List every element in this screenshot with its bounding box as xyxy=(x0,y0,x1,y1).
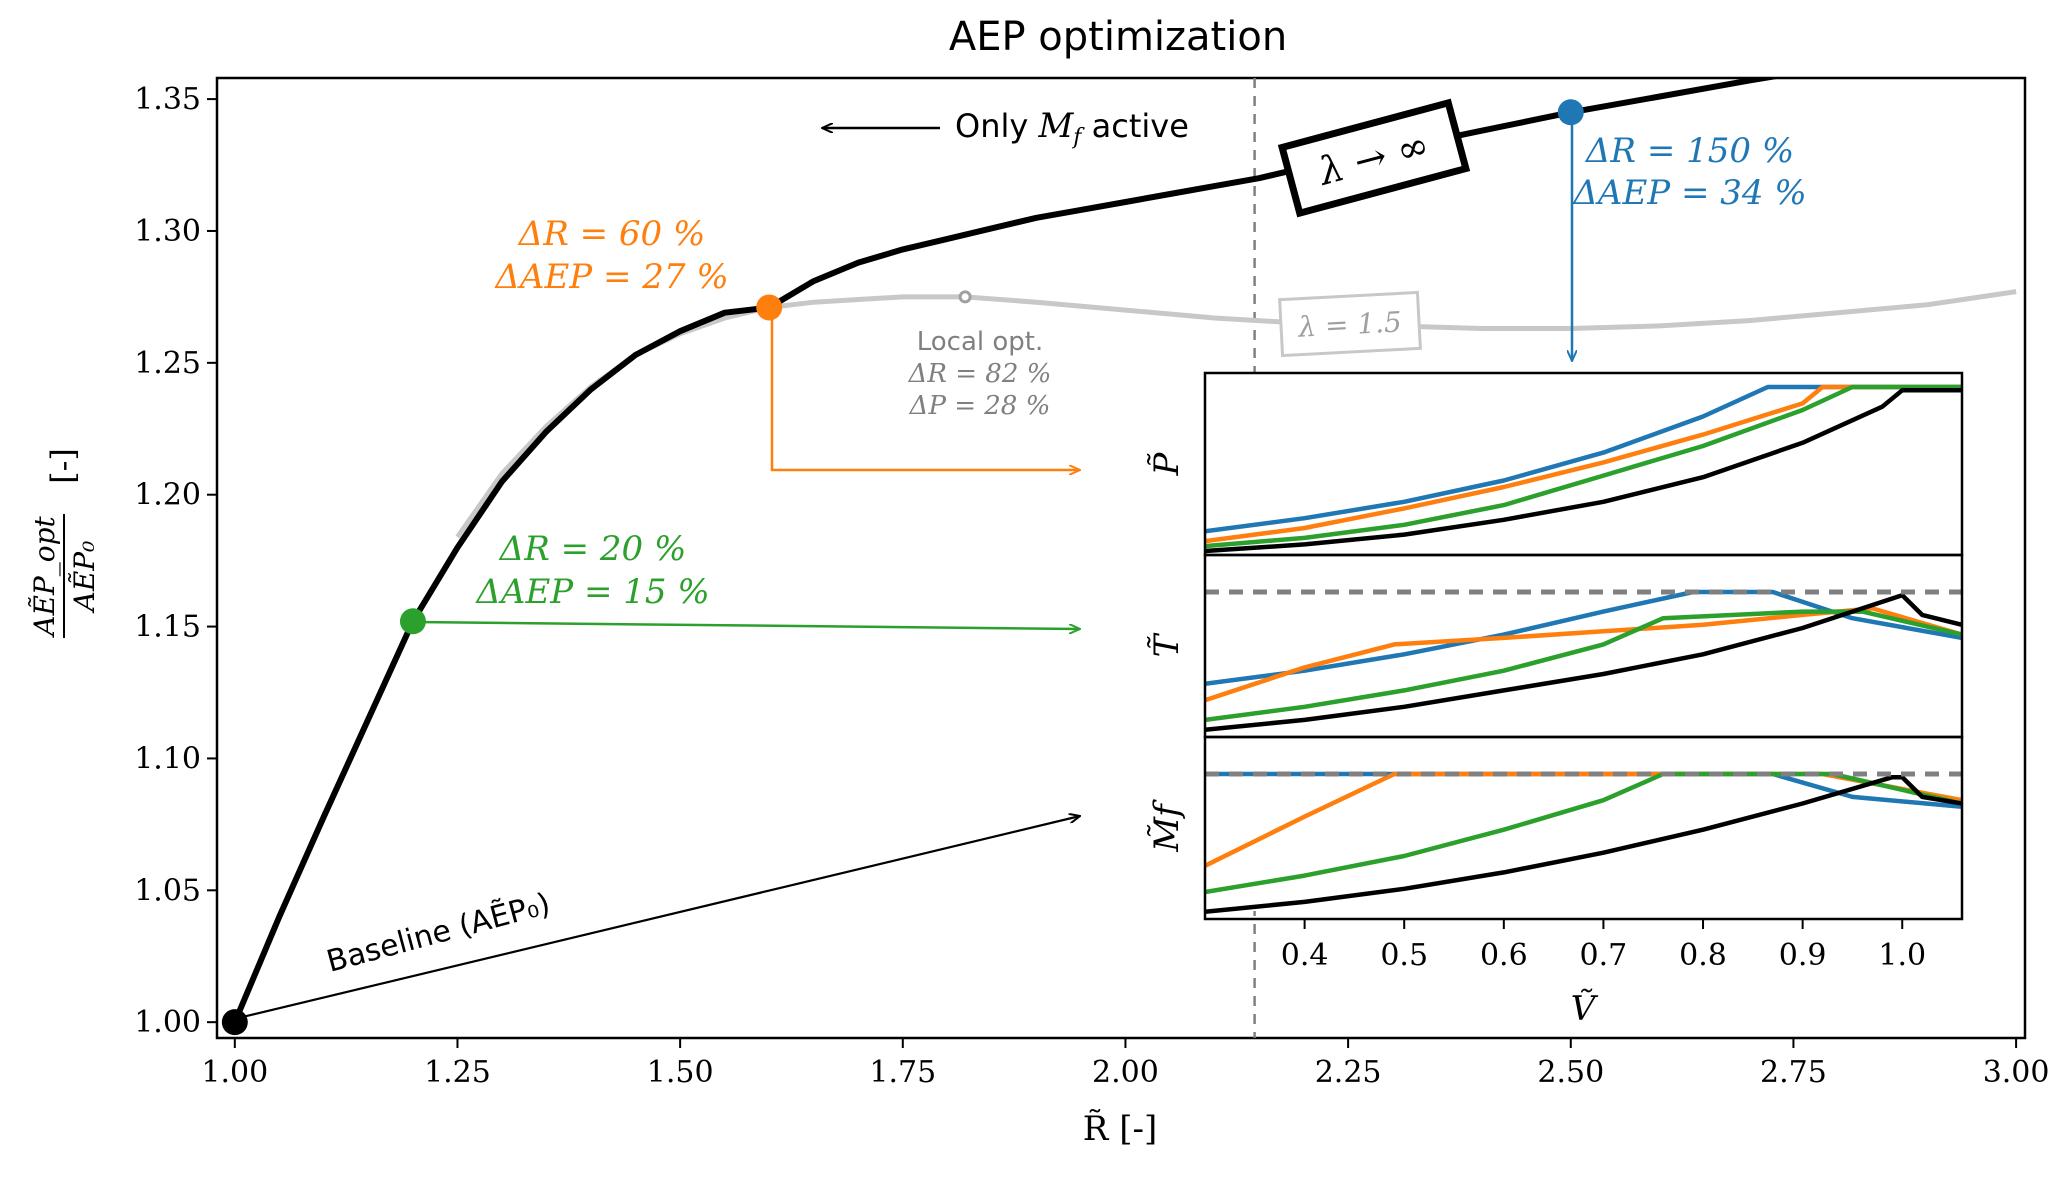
marker-dR60 xyxy=(756,294,783,321)
inset-panel-0-series-3 xyxy=(1205,388,1962,554)
lambda-inf-label: λ → ∞ xyxy=(1277,98,1471,218)
x-tick-label: 1.75 xyxy=(869,1055,936,1090)
y-axis-label-unit: [-] xyxy=(44,448,82,484)
marker-baseline xyxy=(221,1009,248,1036)
y-tick-label: 1.20 xyxy=(134,478,201,513)
inset-panel-0-series-2 xyxy=(1205,384,1962,549)
x-tick-label: 2.00 xyxy=(1092,1055,1159,1090)
inset-group: P̃ T̃ M̃f 0.4 0.5 0.6 0.7 0.8 0.9 1.0 Ṽ xyxy=(1147,371,1964,1029)
inset-x-tick-label: 0.4 xyxy=(1281,938,1329,973)
dR60-line-2: ΔAEP = 27 % xyxy=(493,257,728,297)
main-axes-frame xyxy=(215,76,2027,1040)
x-tick-label: 2.25 xyxy=(1315,1055,1382,1090)
inset-panel-2-frame xyxy=(1203,735,1964,921)
lambda-15-label: λ = 1.5 xyxy=(1278,290,1422,358)
inset-panel-1-series-2 xyxy=(1205,609,1962,723)
y-tick-label: 1.25 xyxy=(134,346,201,381)
y-tick-label: 1.30 xyxy=(134,214,201,249)
x-tick-label: 2.75 xyxy=(1760,1055,1827,1090)
dR20-line-1: ΔR = 20 % xyxy=(498,529,687,569)
only-mf-label: Only Mf active xyxy=(955,106,1189,150)
dR60-line-1: ΔR = 60 % xyxy=(517,214,706,254)
inset-content: P̃ T̃ M̃f 0.4 0.5 0.6 0.7 0.8 0.9 1.0 xyxy=(1147,371,1964,973)
dR150-line-1: ΔR = 150 % xyxy=(1584,131,1794,171)
dR60-arrow xyxy=(770,311,1080,470)
inset-panel-2-ylabel: M̃f xyxy=(1147,799,1187,853)
y-axis-label: AẼP_opt AẼP₀ [-] xyxy=(28,448,101,639)
inset-panel-1-ylabel: T̃ xyxy=(1147,632,1187,657)
y-tick-label: 1.05 xyxy=(134,873,201,908)
marker-dR150 xyxy=(1557,99,1584,126)
x-axis-label: R̃ [-] xyxy=(1083,1109,1157,1149)
inset-x-tick-label: 0.5 xyxy=(1380,938,1428,973)
inset-panel-0-series-0 xyxy=(1205,384,1962,534)
local-opt-line-3: ΔP = 28 % xyxy=(909,391,1051,421)
inset-panel-0-series-1 xyxy=(1205,384,1962,544)
marker-local-opt xyxy=(958,290,972,304)
inset-x-axis-label: Ṽ xyxy=(1571,989,1599,1029)
x-tick-label: 1.50 xyxy=(647,1055,714,1090)
inset-panel-2-series-2 xyxy=(1205,771,1962,895)
x-tick-label: 2.50 xyxy=(1537,1055,1604,1090)
marker-dR20 xyxy=(399,608,426,635)
y-axis-label-denominator: AẼP₀ xyxy=(68,541,101,615)
y-tick-label: 1.00 xyxy=(134,1005,201,1040)
inset-panel-1 xyxy=(1205,589,1962,732)
y-tick-label: 1.15 xyxy=(134,610,201,645)
markers xyxy=(221,99,1584,1036)
dR150-line-2: ΔAEP = 34 % xyxy=(1571,173,1806,213)
y-tick-label: 1.10 xyxy=(134,741,201,776)
inset-background xyxy=(1205,373,1962,911)
baseline-arrow xyxy=(233,816,1080,1021)
baseline-label: Baseline (AẼP₀) xyxy=(323,885,554,979)
inset-panel-2 xyxy=(1205,771,1962,914)
inset-panel-0 xyxy=(1205,384,1962,554)
local-opt-line-1: Local opt. xyxy=(917,327,1044,357)
inset-panel-1-series-3 xyxy=(1205,592,1962,732)
inset-x-tick-label: 0.7 xyxy=(1580,938,1628,973)
main-ticks: 1.00 1.25 1.50 1.75 2.00 2.25 2.50 2.75 3.001.00… xyxy=(134,82,2049,1090)
inset-panel-2-series-3 xyxy=(1205,774,1962,914)
lambda-15-text: λ = 1.5 xyxy=(1296,305,1402,343)
inset-x-tick-label: 0.6 xyxy=(1480,938,1528,973)
x-tick-label: 1.25 xyxy=(424,1055,491,1090)
x-tick-label: 3.00 xyxy=(1983,1055,2050,1090)
y-tick-label: 1.35 xyxy=(134,82,201,117)
dR20-arrow xyxy=(413,620,1080,629)
dR20-line-2: ΔAEP = 15 % xyxy=(474,572,709,612)
inset-panel-0-ylabel: P̃ xyxy=(1147,451,1187,476)
chart-title: AEP optimization xyxy=(949,14,1287,60)
inset-x-tick-label: 0.9 xyxy=(1779,938,1827,973)
inset-x-tick-label: 0.8 xyxy=(1679,938,1727,973)
inset-x-tick-label: 1.0 xyxy=(1878,938,1926,973)
y-axis-label-numerator: AẼP_opt xyxy=(28,515,61,638)
local-opt-line-2: ΔR = 82 % xyxy=(908,359,1052,389)
x-tick-label: 1.00 xyxy=(201,1055,268,1090)
